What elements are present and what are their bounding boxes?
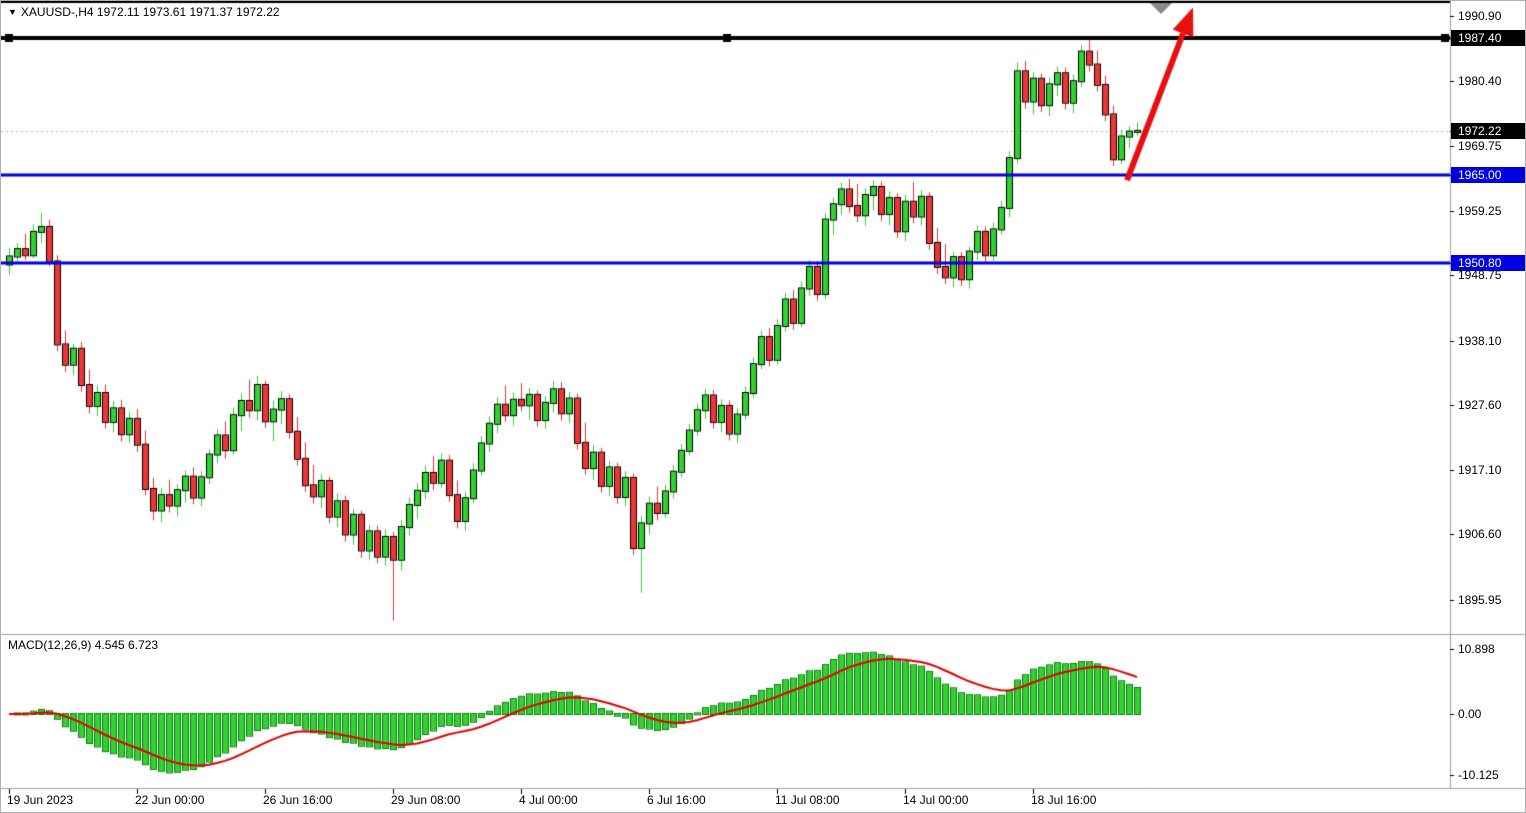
level-price-tag: 1987.40: [1451, 30, 1525, 46]
price-axis[interactable]: 1990.90 1987.40 1980.40 1972.22 1969.75 1965.…: [1450, 1, 1525, 788]
chart-header: ▼ XAUUSD-,H4 1972.11 1973.61 1971.37 197…: [8, 5, 280, 19]
price-axis-label: 1906.60: [1458, 527, 1502, 541]
level-price-tag: 1950.80: [1451, 255, 1525, 271]
time-axis-label: 26 Jun 16:00: [263, 793, 333, 807]
macd-axis-label: 0.00: [1458, 707, 1482, 721]
time-axis-label: 22 Jun 00:00: [135, 793, 205, 807]
price-axis-label: 1948.75: [1458, 268, 1502, 282]
price-axis-label: 1938.10: [1458, 334, 1502, 348]
time-axis-label: 14 Jul 00:00: [903, 793, 969, 807]
time-axis-label: 29 Jun 08:00: [391, 793, 461, 807]
time-axis-label: 4 Jul 00:00: [519, 793, 578, 807]
price-axis-label: 1959.25: [1458, 204, 1502, 218]
time-axis-label: 11 Jul 08:00: [775, 793, 840, 807]
time-axis-label: 19 Jun 2023: [7, 793, 74, 807]
level-price-tag: 1965.00: [1451, 167, 1525, 183]
price-axis-label: 1980.40: [1458, 74, 1502, 88]
price-axis-label: 1917.10: [1458, 463, 1502, 477]
time-axis-label: 6 Jul 16:00: [647, 793, 706, 807]
macd-axis-label: 10.898: [1458, 642, 1495, 656]
macd-axis-label: -10.125: [1458, 768, 1499, 782]
price-axis-label: 1927.60: [1458, 398, 1502, 412]
time-axis-label: 18 Jul 16:00: [1031, 793, 1097, 807]
symbol-ohlc-readout: XAUUSD-,H4 1972.11 1973.61 1971.37 1972.…: [20, 5, 280, 19]
current-price-tag: 1972.22: [1451, 123, 1525, 139]
time-axis[interactable]: 19 Jun 2023 22 Jun 00:00 26 Jun 16:00 29 Ju…: [1, 789, 1525, 812]
price-axis-label: 1990.90: [1458, 9, 1502, 23]
one-click-trading-toggle-icon[interactable]: ▼: [8, 7, 17, 17]
price-axis-label: 1969.75: [1458, 139, 1502, 153]
macd-indicator-label: MACD(12,26,9) 4.545 6.723: [8, 638, 159, 652]
price-axis-label: 1895.95: [1458, 593, 1502, 607]
